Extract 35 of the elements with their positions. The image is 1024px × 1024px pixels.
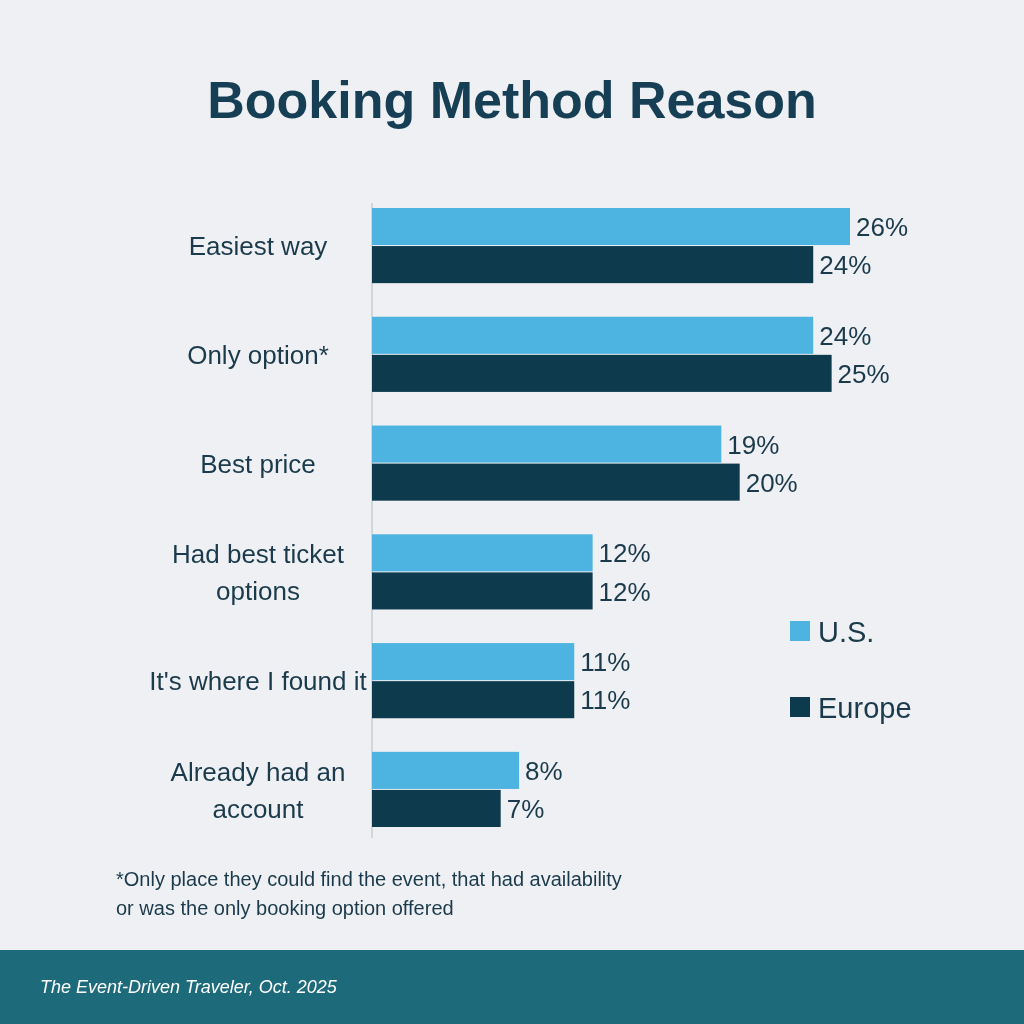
bar	[372, 316, 814, 354]
bar	[372, 751, 520, 789]
data-label: 26%	[856, 212, 909, 243]
bar	[372, 463, 740, 501]
chart-title: Booking Method Reason	[207, 71, 817, 129]
y-tick-label: Had best ticket options	[172, 539, 345, 607]
y-tick-label: Easiest way	[188, 231, 328, 262]
bar	[372, 534, 593, 572]
bar	[372, 246, 814, 284]
bar	[372, 425, 722, 463]
data-label: 25%	[837, 358, 890, 389]
text: The Event-Driven Traveler, Oct. 2025	[40, 977, 338, 997]
data-label: 12%	[598, 538, 651, 569]
y-tick-label: Best price	[200, 448, 316, 479]
data-label: 19%	[727, 429, 780, 460]
text: *Only place they could find the event, that had availability or was the only booking option offered	[116, 868, 622, 919]
data-label: 8%	[525, 755, 563, 786]
bar	[372, 643, 575, 681]
bar	[372, 572, 593, 610]
bar	[372, 208, 850, 246]
data-label: 11%	[580, 685, 631, 716]
data-label: 24%	[819, 250, 872, 281]
data-label: 12%	[598, 576, 651, 607]
y-tick-label: Only option*	[187, 339, 329, 370]
data-label: 20%	[745, 467, 798, 498]
legend-label: U.S.	[818, 616, 875, 649]
data-label: 24%	[819, 320, 872, 351]
legend-label: Europe	[818, 692, 912, 725]
bar	[372, 681, 575, 719]
y-tick-label: It's where I found it	[149, 666, 368, 697]
bar	[372, 354, 832, 392]
data-label: 11%	[580, 647, 631, 678]
bar	[372, 789, 501, 827]
y-tick-label: Already had an account	[170, 757, 346, 825]
data-label: 7%	[506, 794, 545, 825]
